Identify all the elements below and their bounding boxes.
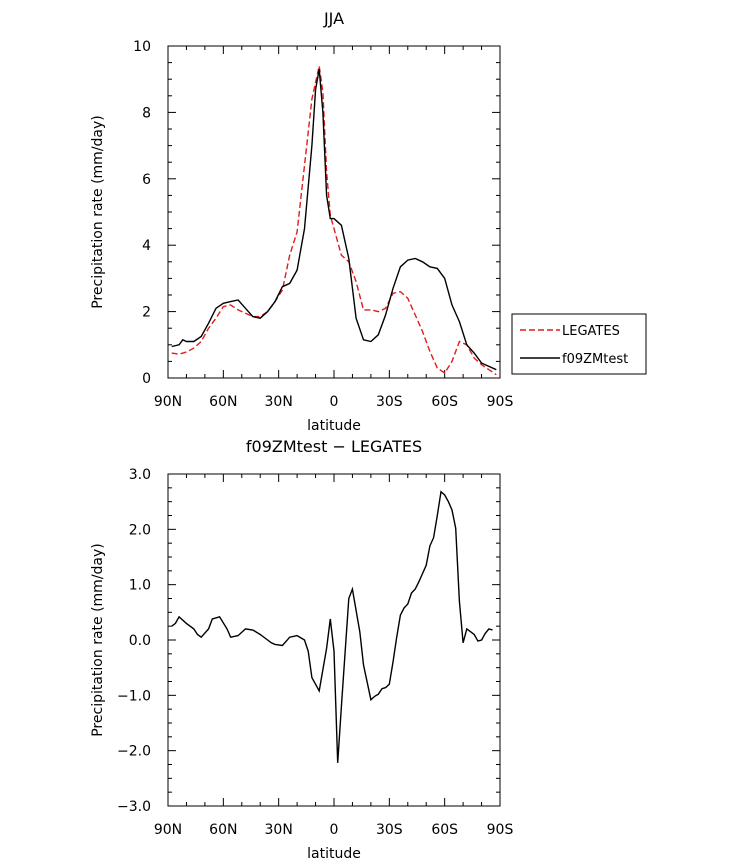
y-tick-label: 4 — [142, 238, 151, 254]
x-tick-label: 90N — [154, 394, 182, 410]
x-tick-label: 60N — [209, 822, 237, 838]
x-axis-title: latitude — [307, 418, 361, 434]
x-tick-label: 0 — [330, 822, 339, 838]
legend-box — [511, 313, 647, 375]
x-tick-label: 30N — [265, 394, 293, 410]
x-tick-label: 90S — [487, 394, 514, 410]
chart-title: f09ZMtest − LEGATES — [246, 437, 422, 456]
plot-frame — [167, 45, 501, 379]
legend-label: LEGATES — [562, 324, 620, 339]
y-tick-label: 1.0 — [129, 578, 151, 594]
y-tick-label: 6 — [142, 172, 151, 188]
series-line-legates — [171, 65, 497, 376]
y-axis-title: Precipitation rate (mm/day) — [90, 115, 106, 309]
x-tick-label: 60S — [431, 822, 458, 838]
y-tick-label: −1.0 — [117, 688, 151, 704]
plot-frame — [167, 473, 501, 807]
y-tick-label: −3.0 — [117, 799, 151, 815]
y-tick-label: 0.0 — [129, 633, 151, 649]
x-axis-title: latitude — [307, 846, 361, 862]
y-tick-label: 3.0 — [129, 467, 151, 483]
chart-title: JJA — [323, 9, 344, 28]
chart-panel-2: f09ZMtest − LEGATES 90N 60N 30N 0 30S 60S 90S −3… — [90, 437, 513, 862]
y-axis-title: Precipitation rate (mm/day) — [90, 543, 106, 737]
x-tick-label: 0 — [330, 394, 339, 410]
series-line-1 — [171, 490, 493, 763]
y-tick-label: 2.0 — [129, 522, 151, 538]
chart-panel-1: JJA 90N 60N 30N 0 30S 60S 90S 0 2 4 6 8 10 latitude Pre… — [90, 9, 647, 434]
y-tick-label: 8 — [142, 105, 151, 121]
x-tick-label: 90N — [154, 822, 182, 838]
y-tick-label: 2 — [142, 305, 151, 321]
x-tick-label: 30N — [265, 822, 293, 838]
series-line-f09zmtest — [171, 69, 497, 371]
y-tick-label: 0 — [142, 371, 151, 387]
x-tick-label: 30S — [376, 822, 403, 838]
y-tick-label: 10 — [133, 39, 151, 55]
legend: LEGATES f09ZMtest — [511, 313, 647, 375]
y-tick-label: −2.0 — [117, 744, 151, 760]
x-tick-label: 30S — [376, 394, 403, 410]
x-tick-label: 60S — [431, 394, 458, 410]
legend-label: f09ZMtest — [562, 352, 628, 367]
x-tick-label: 60N — [209, 394, 237, 410]
x-tick-label: 90S — [487, 822, 514, 838]
